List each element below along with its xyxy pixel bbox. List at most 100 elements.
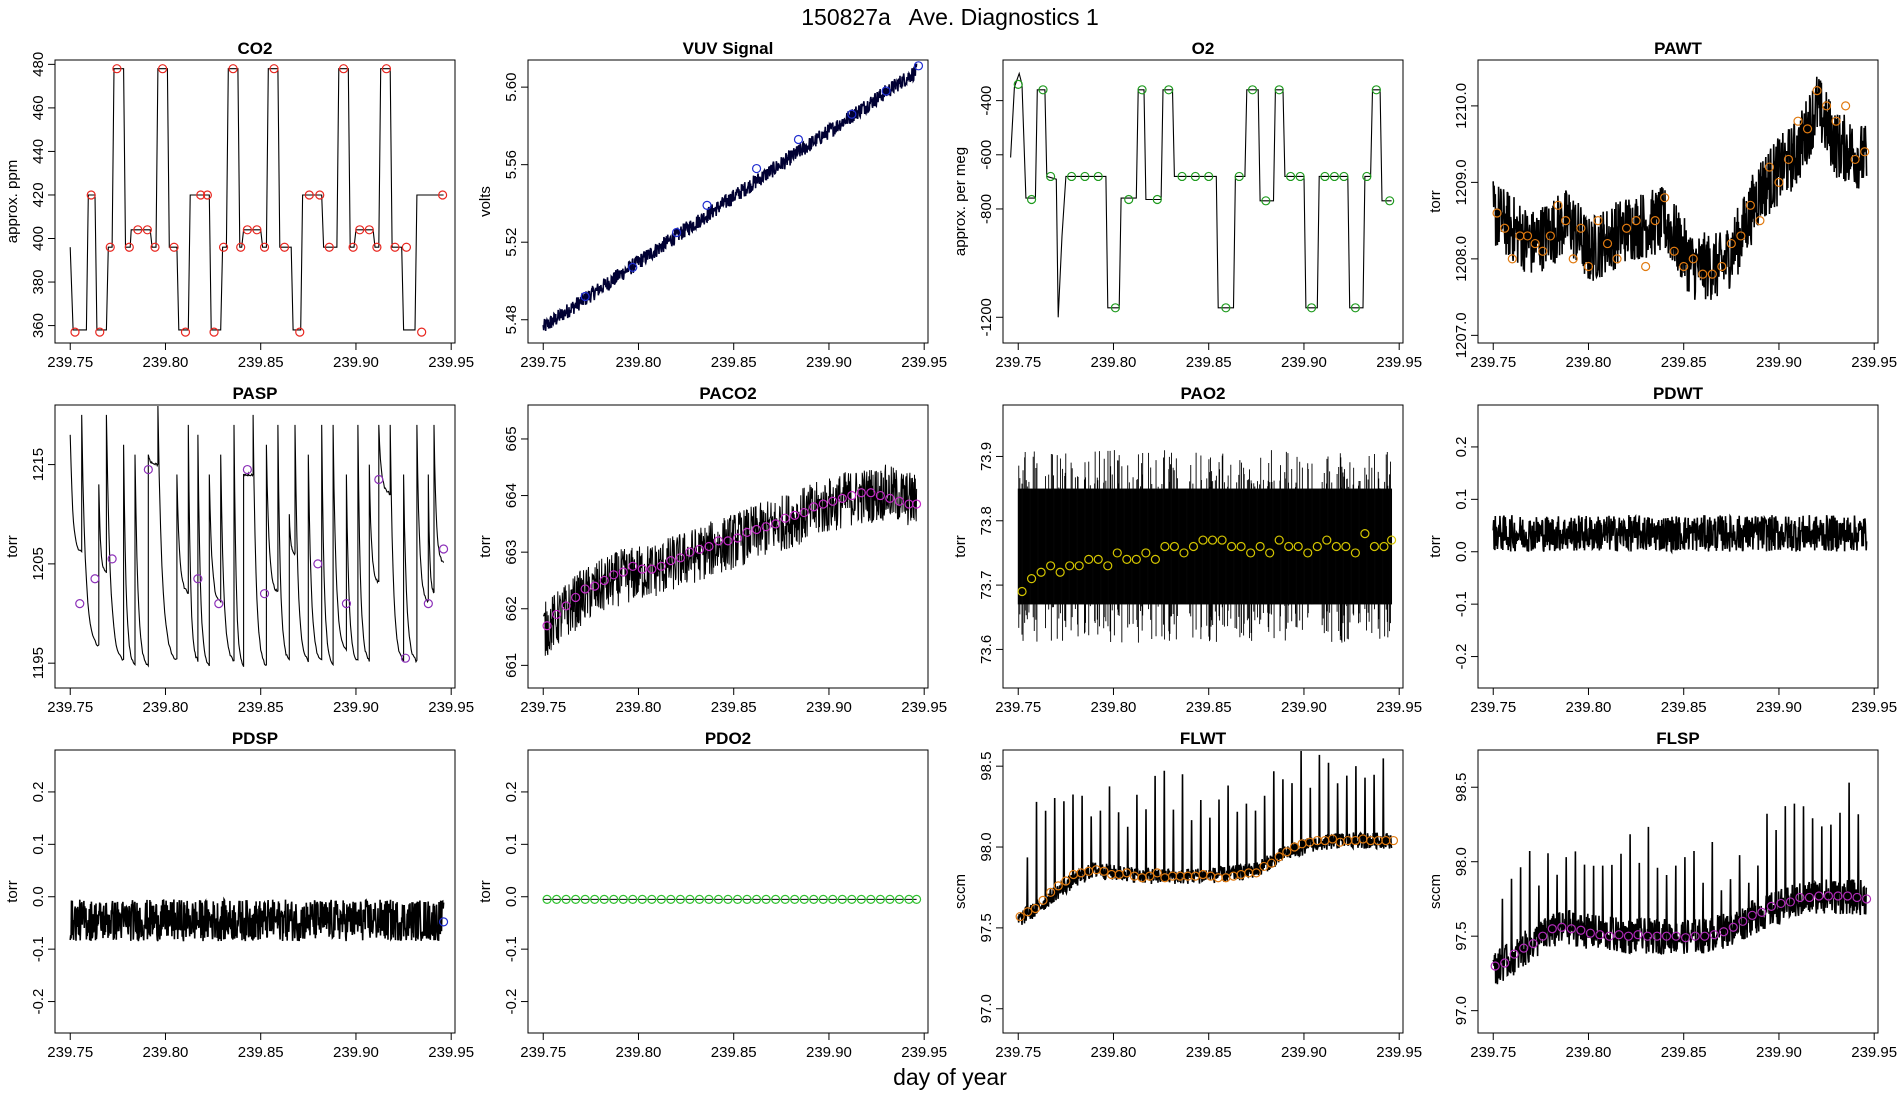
data-point bbox=[372, 242, 382, 252]
data-point bbox=[1545, 231, 1555, 241]
y-tick-label: 97.5 bbox=[1453, 922, 1470, 951]
data-point bbox=[313, 559, 323, 569]
x-tick-label: 239.80 bbox=[616, 354, 662, 371]
data-point bbox=[1251, 868, 1261, 878]
data-point bbox=[1036, 567, 1046, 577]
data-point bbox=[742, 527, 752, 537]
data-point bbox=[637, 894, 647, 904]
data-point bbox=[143, 464, 153, 475]
data-point bbox=[133, 225, 143, 235]
data-point bbox=[1331, 541, 1341, 552]
data-layer bbox=[542, 894, 922, 904]
data-point bbox=[628, 561, 638, 571]
data-point bbox=[1190, 171, 1200, 182]
x-tick-label: 239.90 bbox=[1281, 1044, 1327, 1061]
data-point bbox=[656, 561, 666, 571]
data-point bbox=[551, 894, 562, 904]
data-point bbox=[1774, 177, 1784, 187]
x-tick-label: 239.75 bbox=[995, 354, 1041, 371]
data-point bbox=[1793, 116, 1803, 126]
data-point bbox=[400, 653, 411, 663]
y-tick-label: 97.0 bbox=[978, 994, 995, 1023]
panel-pdwt: PDWT torr 239.75 239.80 239.85 239.90 239.95 -0… bbox=[1427, 384, 1897, 716]
data-point bbox=[609, 894, 619, 904]
data-point bbox=[1688, 254, 1698, 264]
data-point bbox=[1259, 861, 1269, 872]
data-point bbox=[647, 894, 657, 904]
data-point bbox=[1576, 925, 1586, 935]
data-point bbox=[580, 291, 590, 302]
x-tick-label: 239.90 bbox=[1281, 699, 1327, 716]
data-point bbox=[1766, 901, 1776, 911]
data-point bbox=[1247, 85, 1258, 95]
data-point bbox=[1207, 535, 1218, 545]
data-point bbox=[1122, 554, 1132, 564]
panel-pdo2: PDO2 torr 239.75 239.80 239.85 239.90 239.95 -0… bbox=[477, 729, 947, 1061]
data-point bbox=[1736, 231, 1746, 241]
data-point bbox=[618, 567, 628, 577]
data-point bbox=[1327, 834, 1338, 844]
data-point bbox=[1530, 238, 1540, 249]
x-axis-common-label: day of year bbox=[893, 1064, 1007, 1090]
y-tick-label: 380 bbox=[30, 270, 47, 295]
data-point bbox=[1623, 931, 1634, 941]
data-point bbox=[911, 894, 922, 904]
data-point bbox=[1234, 171, 1244, 182]
data-point bbox=[438, 917, 449, 927]
data-point bbox=[1217, 535, 1227, 545]
data-point bbox=[279, 242, 290, 252]
data-point bbox=[1709, 930, 1719, 940]
data-point bbox=[561, 601, 571, 611]
data-point bbox=[1757, 907, 1767, 917]
y-tick-label: 98.5 bbox=[978, 752, 995, 781]
data-point bbox=[671, 227, 682, 238]
data-point bbox=[1652, 931, 1662, 941]
data-point bbox=[1492, 208, 1502, 218]
series-line bbox=[69, 406, 445, 668]
data-point bbox=[881, 86, 891, 96]
data-point bbox=[1802, 124, 1813, 134]
data-point bbox=[666, 894, 676, 904]
data-point bbox=[381, 64, 392, 74]
data-point bbox=[374, 474, 384, 485]
data-point bbox=[1221, 303, 1231, 313]
data-point bbox=[1145, 871, 1155, 881]
y-tick-label: -400 bbox=[978, 86, 995, 116]
data-point bbox=[1386, 535, 1397, 545]
data-point bbox=[590, 894, 600, 904]
panel-vuv-signal: VUV Signal volts 239.75 239.80 239.85 239.90 2… bbox=[477, 39, 947, 371]
data-point bbox=[793, 134, 804, 145]
data-point bbox=[1681, 933, 1691, 943]
data-point bbox=[1538, 246, 1548, 256]
data-point bbox=[1561, 216, 1571, 226]
data-point bbox=[761, 522, 771, 532]
data-point bbox=[1282, 847, 1292, 857]
data-point bbox=[214, 598, 224, 609]
x-tick-label: 239.85 bbox=[238, 354, 284, 371]
data-point bbox=[315, 190, 325, 200]
data-point bbox=[1522, 231, 1533, 241]
data-point bbox=[847, 109, 857, 119]
data-point bbox=[590, 581, 600, 591]
data-point bbox=[1204, 171, 1214, 182]
data-point bbox=[1490, 961, 1500, 971]
data-point bbox=[1093, 554, 1103, 564]
data-point bbox=[1850, 154, 1860, 165]
y-tick-label: 1215 bbox=[30, 448, 47, 481]
y-axis-label: torr bbox=[952, 535, 969, 558]
y-tick-label: 665 bbox=[503, 426, 520, 451]
x-tick-label: 239.95 bbox=[1376, 1044, 1422, 1061]
data-point bbox=[1593, 216, 1603, 226]
data-point bbox=[885, 493, 895, 503]
data-point bbox=[1312, 541, 1322, 552]
data-point bbox=[1861, 894, 1872, 904]
data-point bbox=[551, 609, 562, 620]
y-tick-label: 1210.0 bbox=[1453, 83, 1470, 129]
panel-pawt: PAWT torr 239.75 239.80 239.85 239.90 239.95 12… bbox=[1427, 39, 1897, 371]
y-tick-label: 98.0 bbox=[1453, 847, 1470, 876]
data-point bbox=[1568, 254, 1578, 264]
data-layer bbox=[542, 61, 924, 331]
y-tick-label: 662 bbox=[503, 596, 520, 621]
data-point bbox=[1631, 216, 1641, 226]
data-point bbox=[1246, 548, 1256, 558]
